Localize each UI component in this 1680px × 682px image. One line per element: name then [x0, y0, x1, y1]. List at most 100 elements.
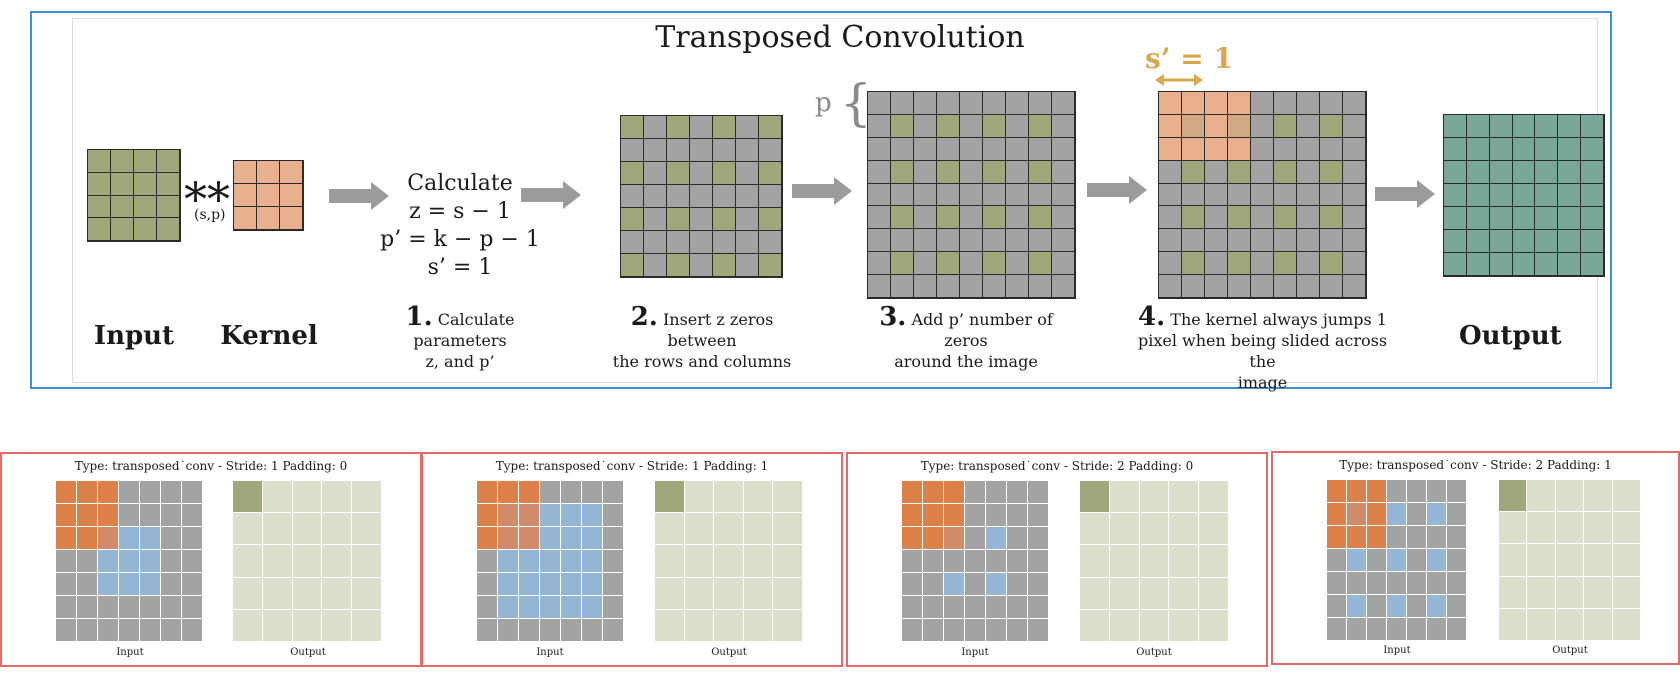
grid-cell [960, 160, 983, 184]
grid-cell [868, 183, 891, 207]
input-cell [157, 150, 180, 173]
step-2-caption: 2. Insert z zeros between the rows and c… [597, 304, 807, 372]
panel-output-cell [352, 513, 382, 546]
grid-cell [914, 114, 937, 138]
panel-input-cell [77, 481, 98, 504]
panel-input-grid [901, 480, 1050, 643]
grid-cell [1343, 252, 1366, 276]
grid-cell [891, 229, 914, 253]
panel-input-cell [477, 619, 498, 642]
input-cell [157, 172, 180, 196]
panel-input-cell [498, 481, 519, 504]
output-cell [1558, 230, 1582, 253]
panel-input-cell [477, 527, 498, 550]
grid-cell [736, 139, 759, 162]
grid-cell [667, 116, 690, 139]
panel-input-cell [1387, 595, 1407, 618]
panel-input-cell [582, 596, 603, 619]
output-cell [1581, 207, 1604, 230]
input-cell [134, 172, 157, 196]
panel-input-cell [477, 573, 498, 596]
panel-input-cell [540, 596, 561, 619]
grid-cell [736, 116, 759, 139]
panel-input-cell [1367, 549, 1387, 572]
grid-cell [644, 185, 667, 208]
grid-cell [690, 231, 713, 254]
panel-input-cell [1387, 572, 1407, 595]
grid-cell [1228, 114, 1251, 138]
output-cell [1489, 115, 1513, 138]
kernel-cell [257, 207, 280, 230]
grid-cell [713, 162, 736, 185]
panel-output-cell [1499, 544, 1528, 577]
grid-cell [1320, 206, 1343, 230]
panel-input-cell [1347, 526, 1367, 549]
grid-cell [960, 183, 983, 207]
grid-cell [1320, 275, 1343, 298]
grid-cell [1006, 114, 1029, 138]
panel-input-cell [1367, 503, 1387, 526]
grid-cell [713, 139, 736, 162]
output-cell [1581, 115, 1604, 138]
step-text: z, and p’ [425, 352, 495, 371]
panel-output-cell [322, 545, 353, 578]
grid-cell [914, 252, 937, 276]
panel-input-cell [77, 596, 98, 619]
output-cell [1444, 115, 1467, 138]
panel-input-cell [77, 527, 98, 550]
step-text: Calculate parameters [413, 310, 515, 350]
panel-output-cell [743, 513, 774, 546]
grid-cell [1228, 160, 1251, 184]
grid-cell [1274, 92, 1297, 115]
grid-cell [983, 183, 1006, 207]
grid-cell [759, 162, 782, 185]
grid-cell [667, 139, 690, 162]
panel-output-cell [684, 545, 715, 578]
step-number: 1. [405, 302, 433, 332]
grid-cell [1297, 114, 1320, 138]
panel-input-cell [1427, 572, 1447, 595]
panel-output-cell [292, 481, 323, 514]
grid-cell [1182, 160, 1205, 184]
panel-input-cell [923, 527, 944, 550]
panel-output-cell [1555, 576, 1585, 609]
grid-cell [1159, 92, 1182, 115]
panel-input-cell [119, 504, 140, 527]
panel-output-cell [684, 481, 715, 514]
grid-cell [1159, 114, 1182, 138]
panel-input-cell [944, 550, 965, 573]
panel-output-cell [1139, 481, 1170, 514]
step-text: Add p’ number of zeros [911, 310, 1053, 350]
panel-input-cell [965, 596, 986, 619]
output-cell [1581, 230, 1604, 253]
panel-output-cell [352, 577, 382, 610]
grid-cell [868, 160, 891, 184]
grid-cell [1052, 183, 1075, 207]
panel-input-cell [986, 619, 1007, 642]
grid-cell [937, 206, 960, 230]
grid-cell [1052, 114, 1075, 138]
panel-output-cell [1199, 609, 1229, 642]
panel-input-cell [1347, 503, 1367, 526]
grid-cell [1205, 206, 1228, 230]
output-cell [1489, 184, 1513, 207]
panel-input-cell [161, 573, 182, 596]
panel-input-cell [986, 573, 1007, 596]
panel-input-cell [1387, 549, 1407, 572]
grid-cell [1274, 229, 1297, 253]
panel-input-cell [561, 550, 582, 573]
grid-cell [983, 137, 1006, 161]
panel-output-cell [1169, 481, 1200, 514]
panel-input-cell [477, 596, 498, 619]
panel-input-cell [902, 550, 923, 573]
output-cell [1535, 230, 1559, 253]
grid-cell [868, 275, 891, 298]
panel-input-cell [1327, 480, 1347, 503]
panel-input-cell [540, 550, 561, 573]
panel-output-cell [233, 545, 263, 578]
step-number: 3. [879, 302, 907, 332]
grid-cell [690, 208, 713, 231]
grid-cell [868, 229, 891, 253]
panel-input-cell [140, 573, 161, 596]
grid-cell [1029, 275, 1052, 298]
